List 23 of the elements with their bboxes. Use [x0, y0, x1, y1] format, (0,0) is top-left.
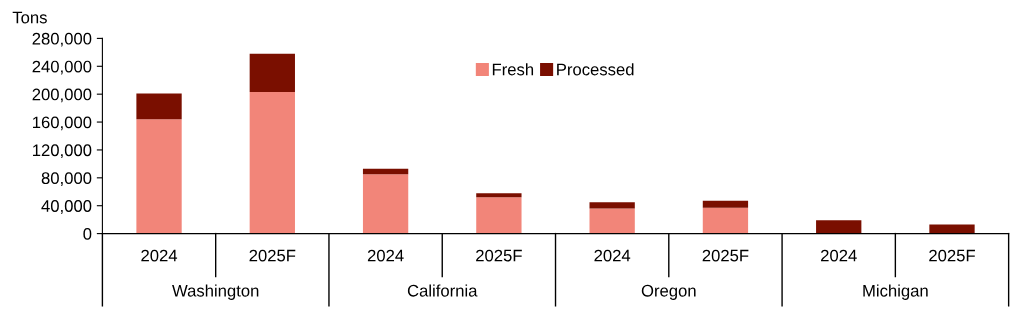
- y-tick-label: 240,000: [32, 60, 92, 75]
- x-tick-label: 2024: [367, 249, 404, 262]
- x-tick-label: 2025F: [249, 249, 296, 262]
- text: Michigan: [863, 284, 928, 300]
- y-tick-label: 160,000: [33, 116, 92, 131]
- x-tick-label: 2025F: [702, 249, 749, 262]
- legend-label: Fresh: [492, 63, 534, 76]
- y-axis-title: Tons: [12, 11, 47, 24]
- y-tick-label: 120,000: [33, 144, 92, 159]
- x-tick-label: 2024: [141, 249, 178, 262]
- y-tick-label: 280,000: [32, 32, 92, 47]
- x-tick-label: 2025F: [476, 249, 522, 262]
- x-tick-label: 2025F: [929, 249, 975, 262]
- x-tick-label: 2024: [594, 249, 631, 262]
- y-tick-label: 200,000: [32, 88, 92, 103]
- legend-label: Processed: [557, 63, 634, 76]
- text: California: [407, 284, 478, 297]
- text: Oregon: [641, 284, 696, 300]
- y-tick-label: 40,000: [41, 200, 92, 214]
- y-tick-label: 0: [83, 228, 92, 240]
- y-tick-label: 80,000: [41, 172, 92, 186]
- x-tick-label: 2024: [821, 249, 857, 262]
- text: Washington: [172, 284, 259, 300]
